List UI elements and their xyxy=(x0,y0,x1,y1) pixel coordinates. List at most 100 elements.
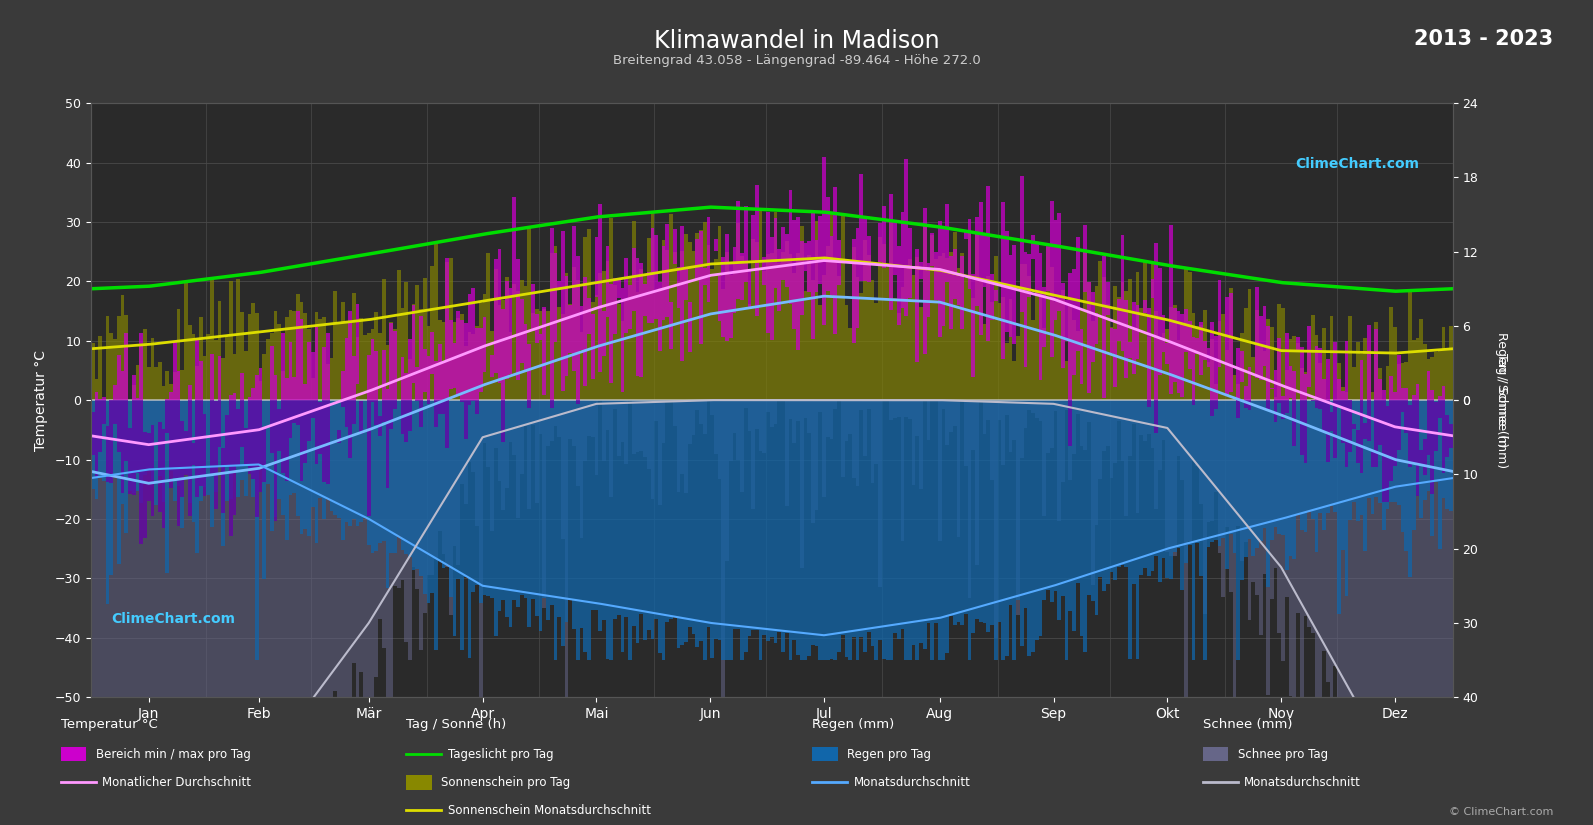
Bar xyxy=(1344,342,1348,400)
Bar xyxy=(1356,342,1359,400)
Bar xyxy=(741,252,744,300)
Bar xyxy=(352,400,355,519)
Bar xyxy=(1274,400,1278,527)
Bar xyxy=(1423,439,1427,474)
Bar xyxy=(1314,400,1319,552)
Bar xyxy=(814,400,819,646)
Bar xyxy=(1013,400,1016,440)
Bar xyxy=(1442,400,1445,825)
Bar xyxy=(1061,400,1064,482)
Bar xyxy=(610,400,613,660)
Bar xyxy=(1228,293,1233,392)
Bar xyxy=(647,272,650,323)
Bar xyxy=(1263,400,1266,574)
Bar xyxy=(166,400,169,573)
Bar xyxy=(405,400,408,642)
Bar xyxy=(124,400,127,460)
Bar xyxy=(661,246,666,320)
Bar xyxy=(550,253,553,400)
Bar xyxy=(139,344,143,400)
Bar xyxy=(1367,350,1370,400)
Bar xyxy=(113,339,116,400)
Bar xyxy=(1200,400,1203,504)
Bar xyxy=(621,400,624,653)
Bar xyxy=(1061,400,1064,596)
Bar xyxy=(1080,309,1083,400)
Bar xyxy=(941,226,945,326)
Bar xyxy=(703,400,707,660)
Text: ClimeChart.com: ClimeChart.com xyxy=(1295,157,1419,171)
Bar xyxy=(722,289,725,400)
Bar xyxy=(1356,400,1359,521)
Bar xyxy=(427,400,430,404)
Bar xyxy=(949,256,953,328)
Bar xyxy=(177,400,180,526)
Bar xyxy=(221,400,225,817)
Bar xyxy=(99,400,102,452)
Bar xyxy=(1431,400,1434,825)
Bar xyxy=(494,400,497,447)
Bar xyxy=(1278,304,1281,400)
Bar xyxy=(535,400,538,503)
Bar xyxy=(1266,400,1270,695)
Bar xyxy=(1274,398,1278,400)
Bar xyxy=(99,400,102,825)
Bar xyxy=(769,400,774,637)
Bar xyxy=(494,259,497,373)
Bar xyxy=(1031,400,1035,412)
Bar xyxy=(1005,231,1008,332)
Bar xyxy=(1136,304,1139,359)
Bar xyxy=(763,257,766,285)
Bar xyxy=(550,400,553,408)
Bar xyxy=(1200,323,1203,375)
Bar xyxy=(121,400,124,825)
Bar xyxy=(822,400,825,497)
Bar xyxy=(647,400,650,469)
Bar xyxy=(741,400,744,660)
Bar xyxy=(644,400,647,457)
Bar xyxy=(980,400,983,622)
Bar xyxy=(99,336,102,400)
Bar xyxy=(446,400,449,568)
Bar xyxy=(1244,400,1247,557)
Bar xyxy=(1341,400,1344,771)
Bar xyxy=(1075,400,1080,582)
Bar xyxy=(658,400,661,653)
Bar xyxy=(180,370,185,400)
Bar xyxy=(747,304,752,400)
Bar xyxy=(1427,359,1431,400)
Bar xyxy=(389,400,393,754)
Y-axis label: Tag / Sonne (h): Tag / Sonne (h) xyxy=(1496,353,1509,447)
Bar xyxy=(621,400,624,442)
Bar xyxy=(744,400,747,408)
Bar xyxy=(1020,400,1024,459)
Bar xyxy=(169,400,174,471)
Bar xyxy=(258,400,263,466)
Bar xyxy=(658,282,661,351)
Bar xyxy=(594,295,599,400)
Bar xyxy=(405,400,408,442)
Bar xyxy=(1236,348,1239,400)
Bar xyxy=(1035,243,1039,295)
Bar xyxy=(553,400,558,660)
Bar xyxy=(366,400,371,703)
Bar xyxy=(1333,400,1337,458)
Bar xyxy=(707,244,710,400)
Bar xyxy=(1109,328,1114,353)
Bar xyxy=(1359,400,1364,773)
Bar xyxy=(650,400,655,639)
Bar xyxy=(229,280,233,400)
Bar xyxy=(382,351,386,400)
Bar xyxy=(1024,400,1027,608)
Bar xyxy=(1172,400,1177,556)
Bar xyxy=(975,400,980,565)
Bar xyxy=(744,400,747,653)
Bar xyxy=(1341,387,1344,400)
Bar xyxy=(1203,341,1206,360)
Bar xyxy=(1161,314,1166,352)
Bar xyxy=(1114,329,1117,387)
Bar xyxy=(616,304,621,400)
Bar xyxy=(102,400,105,825)
Bar xyxy=(177,309,180,400)
Bar xyxy=(363,400,366,740)
